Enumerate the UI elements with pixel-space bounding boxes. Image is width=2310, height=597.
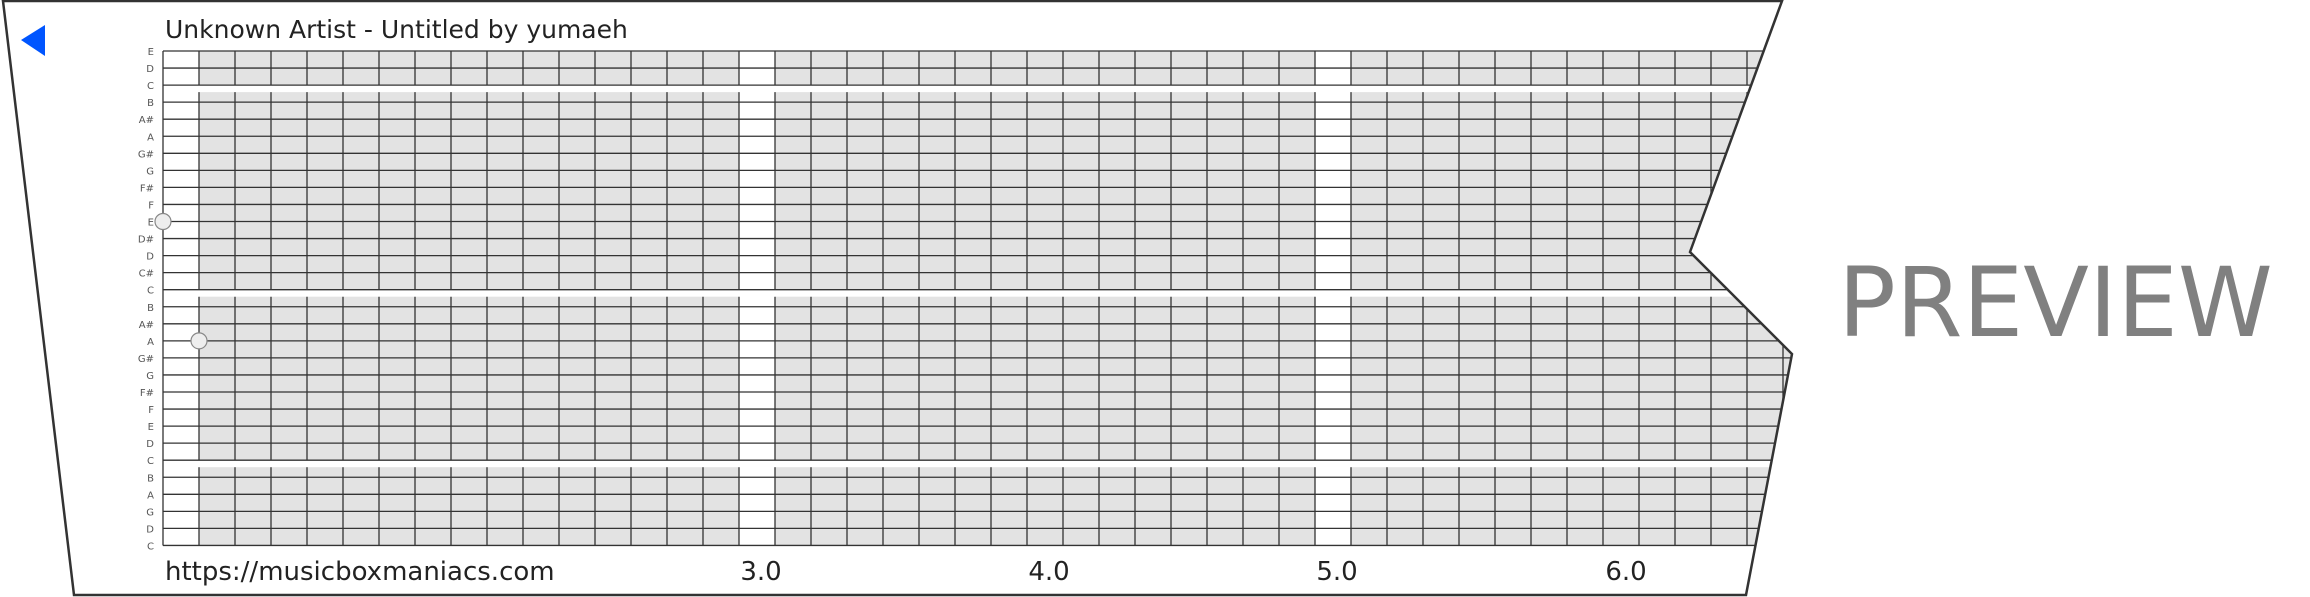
measure-labels: 3.0 4.0 5.0 6.0	[740, 557, 1646, 587]
note-label: D	[146, 524, 154, 535]
measure-label: 6.0	[1605, 557, 1646, 587]
site-url[interactable]: https://musicboxmaniacs.com	[165, 557, 555, 587]
note-label: A	[147, 490, 154, 501]
note-label: G	[146, 507, 154, 518]
note-label: F	[148, 200, 154, 211]
measure-column	[739, 51, 775, 546]
note-label: F#	[140, 388, 154, 399]
note-label: C	[147, 286, 154, 297]
measure-label: 4.0	[1028, 557, 1069, 587]
note-grid	[162, 50, 1792, 547]
note-label: D	[146, 252, 154, 263]
note-label: B	[147, 303, 154, 314]
note-label: C	[147, 541, 154, 552]
note-label: G#	[138, 354, 154, 365]
note-label: D	[146, 64, 154, 75]
note-label: C#	[139, 269, 154, 280]
note-label: G	[146, 166, 154, 177]
note-label: B	[147, 473, 154, 484]
note-label: E	[148, 422, 154, 433]
note-label: G	[146, 371, 154, 382]
measure-label: 3.0	[740, 557, 781, 587]
song-title: Unknown Artist - Untitled by yumaeh	[165, 15, 628, 44]
note-label: A#	[139, 320, 154, 331]
note-hole[interactable]	[154, 212, 172, 231]
notes	[154, 212, 208, 350]
note-label: D	[146, 439, 154, 450]
back-triangle-icon[interactable]	[21, 25, 45, 56]
measure-column	[1315, 51, 1351, 546]
note-label: B	[147, 98, 154, 109]
note-label: G#	[138, 149, 154, 160]
note-label: A#	[139, 115, 154, 126]
note-hole[interactable]	[190, 332, 208, 350]
grid-band	[199, 92, 1792, 290]
note-label: C	[147, 81, 154, 92]
note-label: E	[148, 218, 154, 229]
grid-band	[199, 467, 1792, 546]
note-label: D#	[138, 235, 154, 246]
note-label: A	[147, 132, 154, 143]
preview-watermark: PREVIEW	[1838, 247, 2273, 359]
note-label: F#	[140, 183, 154, 194]
note-label: C	[147, 456, 154, 467]
strip-outline	[1, 0, 1794, 597]
measure-label: 5.0	[1316, 557, 1357, 587]
grid-band	[199, 296, 1792, 461]
note-label: E	[148, 47, 154, 58]
note-label: F	[148, 405, 154, 416]
note-label: A	[147, 337, 154, 348]
